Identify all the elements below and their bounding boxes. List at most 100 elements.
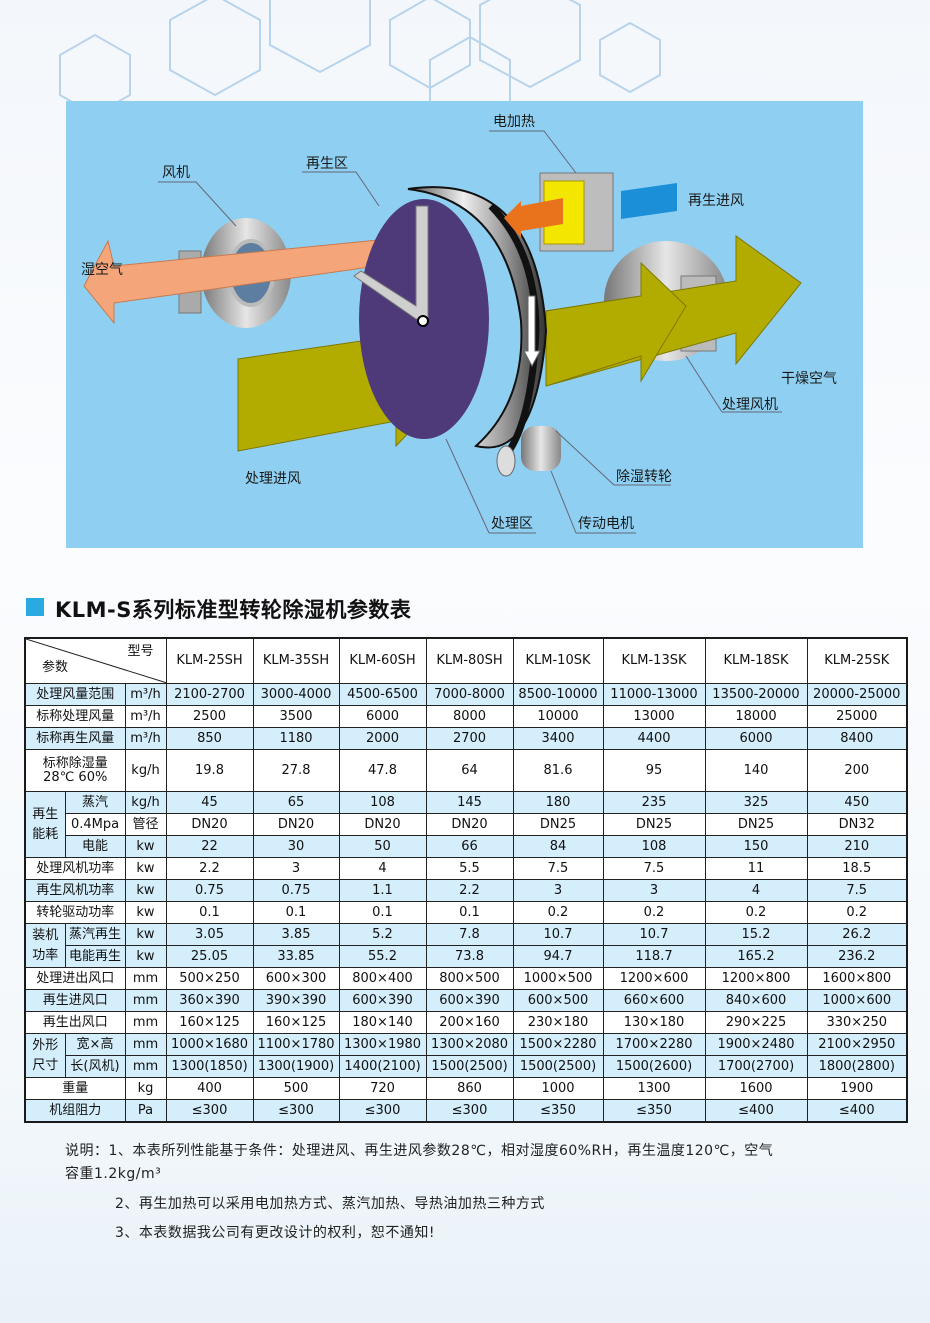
table-cell: 47.8 <box>338 749 427 792</box>
table-cell: 140 <box>704 749 808 792</box>
table-cell: DN25 <box>704 813 808 836</box>
table-cell: 200×160 <box>425 1011 514 1034</box>
row-label: 再生出风口 <box>24 1011 126 1034</box>
table-row: 长(风机) mm 1300(1850) 1300(1900) 1400(2100) 150… <box>25 1055 908 1078</box>
table-cell: 1900 <box>806 1077 908 1100</box>
row-label: 标称再生风量 <box>24 727 126 750</box>
rotation-arrow-icon <box>523 295 541 368</box>
table-cell: 25000 <box>806 705 908 728</box>
table-cell: DN25 <box>512 813 604 836</box>
table-cell: 0.1 <box>425 901 514 924</box>
table-cell: 660×600 <box>602 989 706 1012</box>
table-cell: 73.8 <box>425 945 514 968</box>
row-unit: 管径 <box>124 813 167 836</box>
table-cell: 7.5 <box>602 857 706 880</box>
table-row: 标称再生风量 m³/h 850 1180 2000 2700 3400 4400 6000 840… <box>24 727 908 750</box>
label-process-fan: 处理风机 <box>722 397 778 413</box>
table-row: 标称处理风量 m³/h 2500 3500 6000 8000 10000 13000 1800… <box>24 705 908 728</box>
row-label-text: 机组阻力 <box>49 1102 102 1118</box>
row-unit: kg/h <box>124 791 167 814</box>
table-cell: 2.2 <box>425 879 514 902</box>
spec-table: 参数 型号 KLM-25SH KLM-35SH KLM-60SH KLM-80SH KLM-… <box>24 637 908 1123</box>
table-row: 再生进风口 mm 360×390 390×390 600×390 600×390 600×5… <box>24 989 908 1012</box>
regen-duct <box>353 205 429 320</box>
table-cell: ≤350 <box>602 1099 706 1123</box>
table-cell: 8000 <box>425 705 514 728</box>
table-cell: 3.85 <box>252 923 340 946</box>
row-label-text: 处理风量范围 <box>36 686 115 702</box>
table-cell: 7.8 <box>425 923 514 946</box>
title-marker <box>26 598 44 616</box>
table-cell: 2000 <box>338 727 427 750</box>
table-cell: ≤300 <box>252 1099 340 1123</box>
row-label-text: 标称再生风量 <box>36 730 115 746</box>
row-unit: m³/h <box>124 705 167 728</box>
table-row: 外形尺寸 宽×高 mm 1000×1680 1100×1780 1300×1980 1300… <box>24 1033 908 1078</box>
table-cell: 13000 <box>602 705 706 728</box>
drive-belt <box>488 203 540 464</box>
table-cell: 200 <box>806 749 908 792</box>
note-1-cont: 容重1.2kg/m³ <box>65 1166 162 1182</box>
table-cell: 600×500 <box>512 989 604 1012</box>
row-label-text: 转轮驱动功率 <box>36 904 115 920</box>
table-cell: 860 <box>425 1077 514 1100</box>
table-cell: 850 <box>165 727 254 750</box>
table-cell: 13500-20000 <box>704 683 808 706</box>
table-cell: 0.2 <box>602 901 706 924</box>
dehumidifier-diagram: 电加热 再生区 风机 再生进风 湿空气 干燥空气 处理风机 处理进风 除湿转轮 … <box>66 101 863 548</box>
table-row: 重量 kg 400 500 720 860 1000 1300 1600 1900 <box>24 1077 908 1100</box>
row-unit: kw <box>124 879 167 902</box>
table-cell: 165.2 <box>704 945 808 968</box>
table-cell: 55.2 <box>338 945 427 968</box>
table-cell: 360×390 <box>165 989 254 1012</box>
table-cell: 108 <box>602 835 706 858</box>
table-cell: 1700(2700) <box>704 1055 808 1078</box>
wet-air-arrow <box>83 237 400 325</box>
table-cell: 1900×2480 <box>704 1033 808 1056</box>
note-2: 2、再生加热可以采用电加热方式、蒸汽加热、导热油加热三种方式 <box>115 1196 545 1212</box>
table-cell: 0.2 <box>704 901 808 924</box>
table-cell: 2100-2700 <box>165 683 254 706</box>
row-label: 处理进出风口 <box>24 967 126 990</box>
row-unit: mm <box>124 1011 167 1034</box>
table-cell: 30 <box>252 835 340 858</box>
label-drive-motor: 传动电机 <box>578 516 634 532</box>
table-cell: 1000 <box>512 1077 604 1100</box>
table-row: 标称除湿量 28℃ 60% kg/h 19.8 27.8 47.8 64 81.6 95 140 2… <box>24 749 908 792</box>
table-row: 电能 kw 22 30 50 66 84 108 150 210 <box>25 835 908 858</box>
table-cell: 50 <box>338 835 427 858</box>
table-cell: 0.2 <box>512 901 604 924</box>
table-cell: 325 <box>704 791 808 814</box>
row-label-text: 重量 <box>62 1080 89 1096</box>
table-row: 再生能耗 蒸汽 kg/h 45 65 108 145 180 235 325 450 <box>24 791 908 858</box>
row-group-label: 外形尺寸 <box>24 1033 66 1078</box>
table-cell: 1.1 <box>338 879 427 902</box>
table-cell: 22 <box>165 835 254 858</box>
table-cell: 10.7 <box>512 923 604 946</box>
table-cell: 84 <box>512 835 604 858</box>
table-cell: 3000-4000 <box>252 683 340 706</box>
row-sub-label: 蒸汽 <box>64 791 126 814</box>
model-header: KLM-18SK <box>704 637 808 684</box>
table-cell: 1300 <box>602 1077 706 1100</box>
table-cell: 390×390 <box>252 989 340 1012</box>
table-cell: 1000×1680 <box>165 1033 254 1056</box>
row-unit: kw <box>124 901 167 924</box>
label-regen-inlet: 再生进风 <box>688 193 744 209</box>
table-cell: 400 <box>165 1077 254 1100</box>
table-cell: 108 <box>338 791 427 814</box>
table-cell: 236.2 <box>806 945 908 968</box>
table-cell: 10000 <box>512 705 604 728</box>
row-sub-label: 电能再生 <box>64 945 126 968</box>
table-cell: 118.7 <box>602 945 706 968</box>
row-label-text: 再生风机功率 <box>36 882 115 898</box>
table-cell: DN32 <box>806 813 908 836</box>
table-cell: 64 <box>425 749 514 792</box>
table-cell: 33.85 <box>252 945 340 968</box>
row-label: 再生风机功率 <box>24 879 126 902</box>
label-process-zone: 处理区 <box>491 516 533 532</box>
table-cell: ≤400 <box>806 1099 908 1123</box>
table-cell: 160×125 <box>165 1011 254 1034</box>
model-header: KLM-10SK <box>512 637 604 684</box>
table-cell: 8500-10000 <box>512 683 604 706</box>
